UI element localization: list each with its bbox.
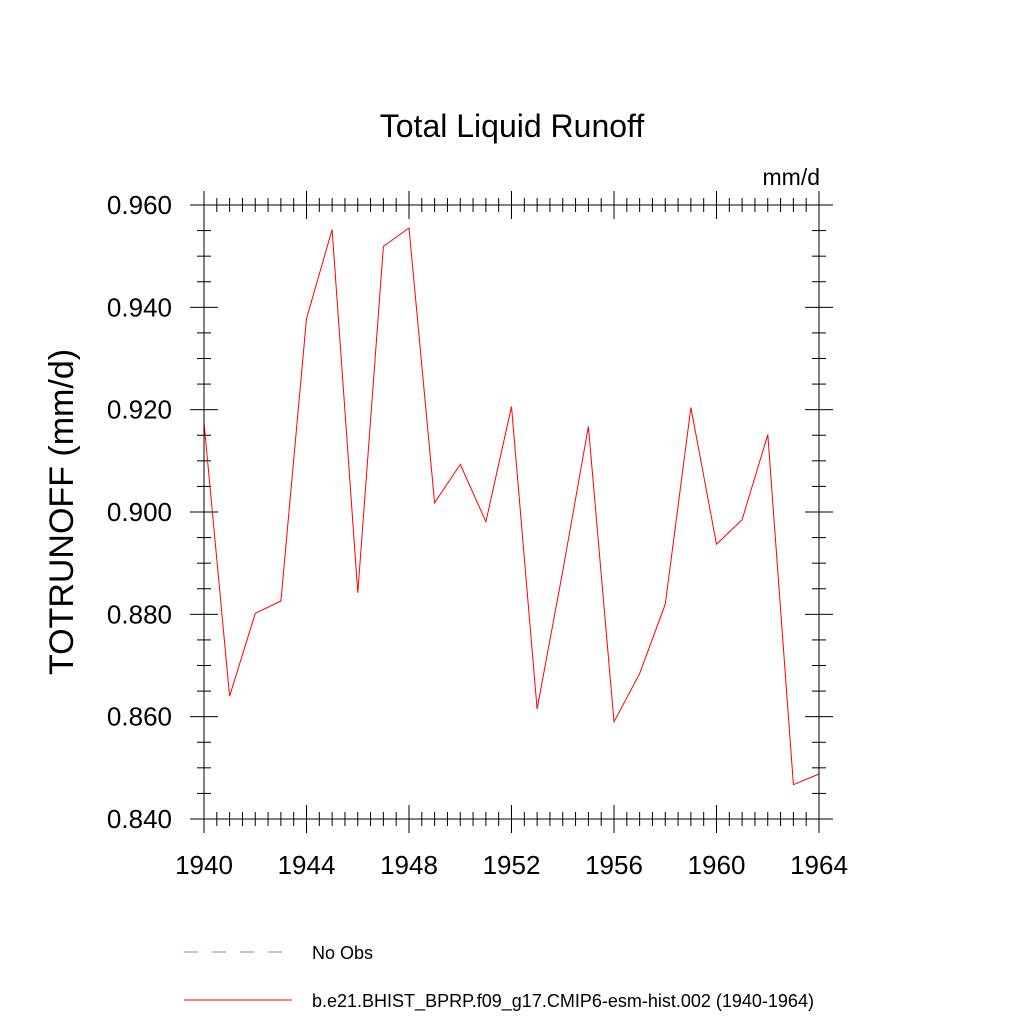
x-axis-ticks: 1940 1944 1948 1952 1956 1960 1964 [175, 191, 848, 880]
y-tick-label: 0.900 [107, 497, 172, 527]
y-tick-label: 0.920 [107, 395, 172, 425]
y-tick-label: 0.860 [107, 702, 172, 732]
legend-label: b.e21.BHIST_BPRP.f09_g17.CMIP6-esm-hist.… [312, 991, 814, 1012]
y-tick-label: 0.880 [107, 599, 172, 629]
y-axis-label: TOTRUNOFF (mm/d) [43, 349, 81, 675]
series-layer [203, 227, 820, 786]
legend-label: No Obs [312, 943, 373, 963]
y-tick-label: 0.940 [107, 292, 172, 322]
y-tick-label: 0.960 [107, 190, 172, 220]
y-axis-ticks: 0.840 0.860 0.880 0.900 0.920 0.940 0.960 [107, 190, 833, 834]
legend: No Obs b.e21.BHIST_BPRP.f09_g17.CMIP6-esm… [184, 943, 814, 1012]
x-tick-label: 1952 [483, 850, 541, 880]
x-tick-label: 1944 [278, 850, 336, 880]
x-tick-label: 1964 [790, 850, 848, 880]
series-line [203, 227, 820, 786]
units-label: mm/d [763, 164, 821, 190]
y-tick-label: 0.840 [107, 804, 172, 834]
x-tick-label: 1948 [380, 850, 438, 880]
x-tick-label: 1960 [688, 850, 746, 880]
x-tick-label: 1956 [585, 850, 643, 880]
plot-frame [203, 204, 820, 820]
chart-title: Total Liquid Runoff [380, 108, 645, 144]
x-tick-label: 1940 [175, 850, 233, 880]
